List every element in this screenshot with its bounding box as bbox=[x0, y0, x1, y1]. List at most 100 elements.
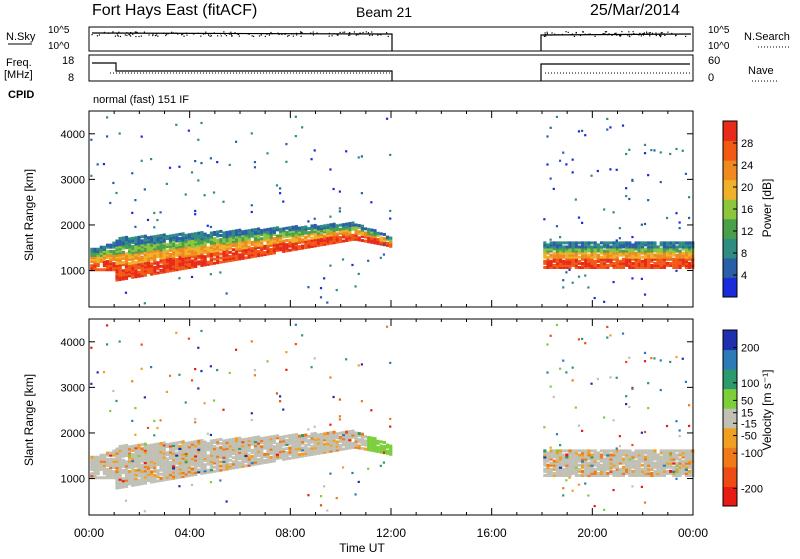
velocity-cell bbox=[615, 449, 619, 453]
velocity-cell bbox=[653, 451, 657, 455]
power-cell bbox=[96, 268, 100, 272]
velocity-cell bbox=[93, 463, 97, 467]
velocity-cell bbox=[172, 462, 176, 466]
velocity-cell bbox=[555, 473, 560, 477]
power-cell bbox=[272, 239, 276, 243]
power-cell bbox=[209, 233, 213, 237]
velocity-cell bbox=[294, 435, 298, 439]
power-cell bbox=[288, 240, 292, 244]
velocity-cell bbox=[225, 457, 229, 461]
power-cell bbox=[606, 257, 610, 261]
power-cell bbox=[96, 249, 100, 253]
velocity-cell bbox=[263, 436, 267, 440]
velocity-cell bbox=[222, 449, 226, 453]
velocity-cell bbox=[194, 460, 198, 464]
velocity-cell bbox=[118, 451, 122, 455]
power-cell bbox=[681, 261, 685, 265]
velocity-cell bbox=[326, 431, 330, 435]
velocity-cell bbox=[625, 451, 629, 455]
velocity-cell bbox=[172, 470, 176, 474]
power-cell bbox=[263, 228, 267, 232]
power-cell bbox=[643, 261, 648, 265]
power-cell bbox=[282, 231, 286, 235]
power-cell bbox=[156, 242, 160, 246]
power-cell bbox=[319, 243, 324, 247]
velocity-cell bbox=[618, 457, 622, 461]
power-cell bbox=[606, 259, 610, 263]
velocity-cell bbox=[165, 475, 169, 479]
velocity-cell bbox=[244, 464, 248, 468]
nsky-noise-dot bbox=[639, 32, 641, 34]
power-cell bbox=[590, 174, 593, 177]
velocity-cell bbox=[175, 445, 179, 449]
power-cell bbox=[675, 249, 679, 253]
velocity-cell bbox=[253, 438, 258, 442]
power-cell bbox=[159, 244, 163, 248]
velocity-cell bbox=[549, 385, 552, 388]
velocity-cell bbox=[250, 463, 254, 467]
power-cell bbox=[593, 253, 597, 257]
velocity-cell bbox=[247, 441, 251, 445]
power-cell bbox=[197, 260, 201, 264]
power-cell bbox=[577, 275, 581, 278]
velocity-cell bbox=[137, 472, 141, 476]
nsky-noise-dot bbox=[331, 35, 333, 37]
velocity-cell bbox=[187, 467, 191, 471]
nsky-noise-dot bbox=[567, 31, 569, 33]
power-cell bbox=[175, 235, 179, 239]
power-cell bbox=[546, 135, 549, 138]
velocity-cell bbox=[603, 469, 607, 473]
power-cell bbox=[558, 259, 563, 263]
velocity-cell bbox=[323, 436, 327, 440]
power-cell bbox=[332, 239, 336, 243]
power-cell bbox=[118, 245, 122, 249]
power-cell bbox=[609, 259, 613, 263]
velocity-cell bbox=[549, 461, 553, 465]
velocity-cell bbox=[625, 469, 629, 473]
power-cell bbox=[609, 245, 613, 249]
power-cell bbox=[634, 251, 638, 255]
velocity-cell bbox=[216, 465, 220, 469]
power-cell bbox=[269, 229, 273, 233]
velocity-cell bbox=[615, 453, 619, 457]
power-cell bbox=[628, 197, 631, 201]
velocity-cell bbox=[389, 452, 393, 456]
velocity-cell bbox=[618, 449, 622, 453]
velocity-cell bbox=[197, 453, 201, 457]
velocity-cell bbox=[266, 458, 270, 462]
power-cell bbox=[316, 239, 320, 243]
power-cell bbox=[351, 223, 355, 227]
power-cell bbox=[581, 253, 585, 257]
velocity-cell bbox=[665, 459, 670, 463]
velocity-cell bbox=[552, 463, 556, 467]
power-cell bbox=[568, 265, 572, 269]
velocity-cell bbox=[219, 448, 223, 452]
power-cell bbox=[137, 239, 141, 243]
velocity-cell bbox=[647, 465, 651, 469]
power-cell bbox=[200, 253, 204, 257]
power-cell bbox=[178, 232, 182, 236]
power-cell bbox=[146, 244, 151, 248]
power-cell bbox=[599, 251, 604, 255]
power-cell bbox=[612, 280, 615, 284]
nsky-noise-dot bbox=[112, 31, 114, 33]
power-cell bbox=[216, 244, 220, 248]
power-cell bbox=[543, 265, 547, 269]
power-cell bbox=[360, 224, 364, 228]
velocity-cell bbox=[634, 449, 638, 453]
velocity-cell bbox=[172, 443, 176, 447]
power-cell bbox=[140, 135, 143, 138]
velocity-cell bbox=[565, 459, 569, 463]
power-cell bbox=[546, 263, 550, 267]
velocity-cell bbox=[370, 442, 374, 446]
velocity-cell bbox=[659, 465, 663, 469]
nsky-noise-dot bbox=[643, 32, 645, 34]
velocity-cell bbox=[675, 469, 679, 473]
power-cell bbox=[549, 245, 553, 249]
velocity-cell bbox=[209, 439, 213, 443]
power-cell bbox=[656, 255, 660, 259]
velocity-cell bbox=[376, 447, 380, 451]
velocity-cell bbox=[140, 367, 143, 370]
power-cell bbox=[272, 232, 276, 236]
